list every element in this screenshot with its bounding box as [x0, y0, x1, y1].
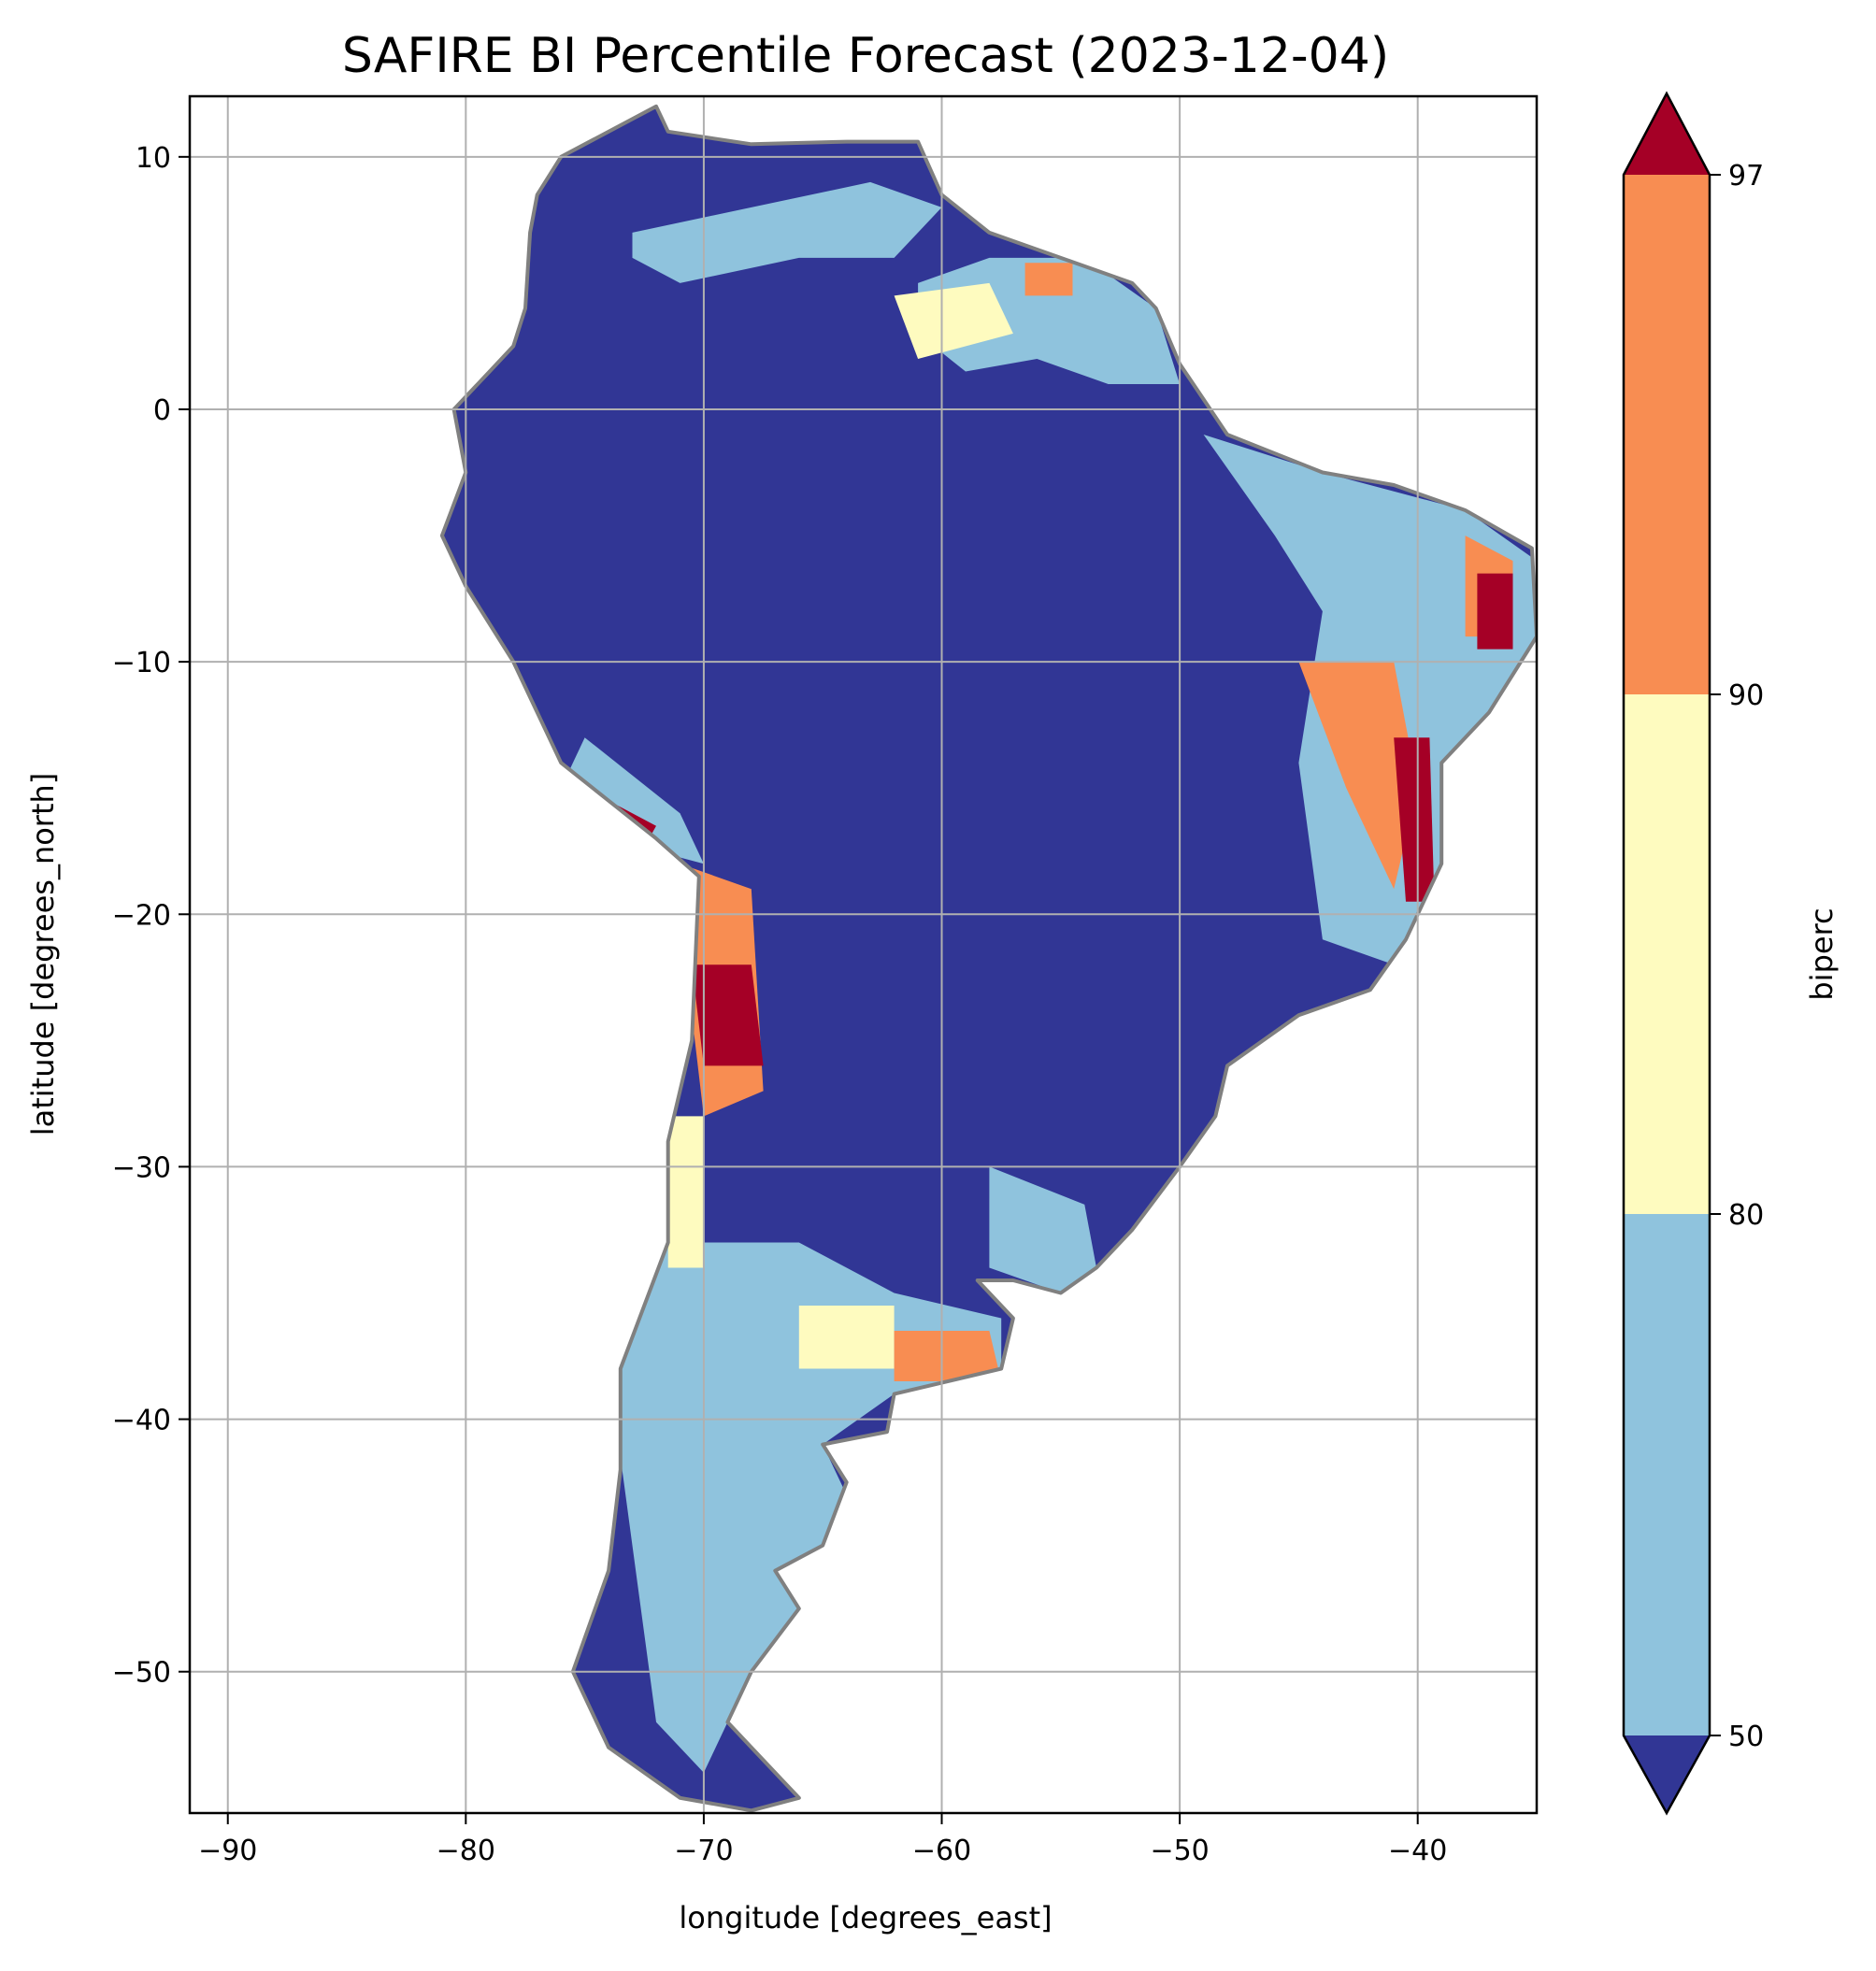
x-tick-label: −70 [674, 1835, 733, 1867]
x-tick-label: −80 [437, 1835, 495, 1867]
gridlines [190, 96, 1537, 1813]
patch-90-97 [1298, 662, 1418, 890]
patch-50-80 [632, 181, 942, 283]
x-tick-label: −90 [198, 1835, 257, 1867]
map-layer [439, 104, 1537, 1813]
percentile-patches [561, 181, 1537, 1773]
colorbar-tick-label: 90 [1728, 679, 1764, 712]
x-tick-label: −40 [1388, 1835, 1447, 1867]
colorbar-tick-label: 80 [1728, 1199, 1764, 1232]
patch-above-97 [1394, 737, 1435, 902]
patch-90-97 [894, 1331, 1002, 1381]
axes-frame [188, 94, 1539, 1815]
chart-title: SAFIRE BI Percentile Forecast (2023-12-0… [342, 28, 1389, 84]
colorbar-tick-label: 50 [1728, 1721, 1764, 1753]
coastline [439, 104, 1537, 1813]
x-axis: −90 −80 −70 −60 −50 −40 [198, 1813, 1447, 1867]
y-tick-label: −30 [112, 1151, 171, 1184]
colorbar-tick-label: 97 [1728, 160, 1764, 193]
patch-above-97 [1477, 573, 1513, 650]
y-tick-label: −10 [112, 647, 171, 679]
patch-90-97 [1024, 263, 1073, 296]
patch-above-97 [692, 964, 764, 1066]
y-tick-label: −20 [112, 899, 171, 932]
y-axis: 10 0 −10 −20 −30 −40 −50 [112, 142, 190, 1690]
colorbar-label: biperc [1804, 907, 1840, 1000]
x-tick-label: −50 [1150, 1835, 1209, 1867]
y-tick-label: 10 [136, 142, 171, 175]
colorbar-extend-min [1624, 1735, 1710, 1813]
colorbar-segment-50-80 [1624, 1214, 1710, 1735]
colorbar-segment-90-97 [1624, 175, 1710, 694]
colorbar-extend-max [1624, 93, 1710, 175]
y-tick-label: −50 [112, 1657, 171, 1690]
y-axis-label: latitude [degrees_north] [25, 773, 61, 1136]
x-tick-label: −60 [912, 1835, 971, 1867]
patch-80-90 [798, 1306, 895, 1369]
patch-80-90 [667, 1116, 704, 1268]
patch-50-80 [561, 737, 704, 864]
colorbar: 50 80 90 97 [1622, 91, 1764, 1816]
y-tick-label: 0 [153, 394, 171, 427]
patch-50-80 [989, 1166, 1096, 1293]
colorbar-segment-80-90 [1624, 694, 1710, 1214]
x-axis-label: longitude [degrees_east] [679, 1900, 1052, 1935]
y-tick-label: −40 [112, 1405, 171, 1437]
patch-80-90 [894, 282, 1013, 359]
